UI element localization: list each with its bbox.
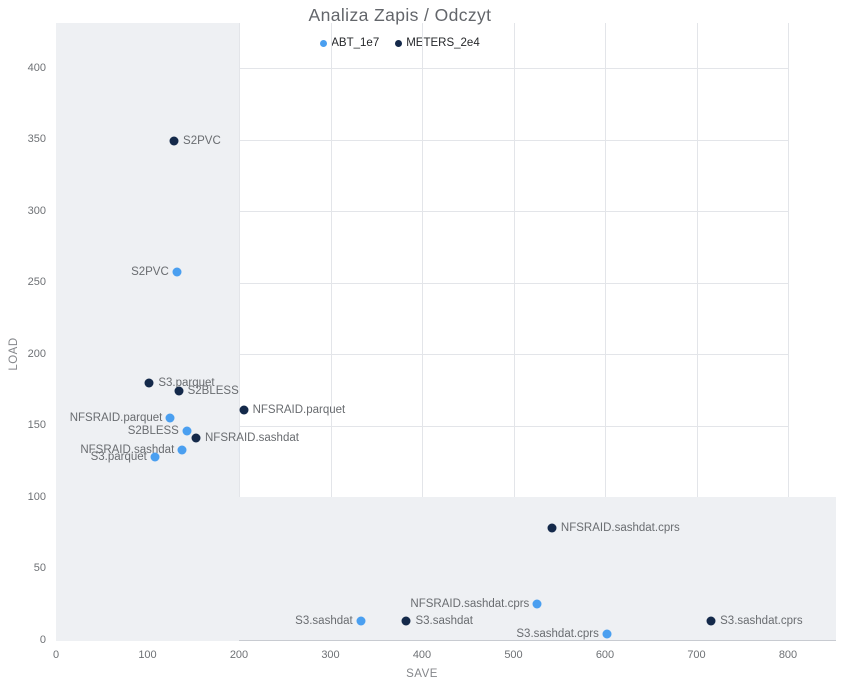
legend-item-abt_1e7[interactable]: ABT_1e7	[320, 37, 379, 49]
point-label: NFSRAID.sashdat.cprs	[560, 522, 680, 535]
data-point[interactable]	[191, 433, 201, 443]
gridline	[239, 23, 240, 640]
x-tick-label: 400	[412, 649, 432, 661]
point-label: S2BLESS	[127, 425, 179, 438]
point-label: S3.sashdat.cprs	[720, 615, 803, 628]
y-tick-label: 150	[27, 419, 46, 431]
gridline	[605, 23, 606, 640]
data-point[interactable]	[547, 523, 557, 533]
point-label: S3.sashdat	[295, 615, 353, 628]
x-axis-line	[56, 640, 836, 641]
data-point[interactable]	[172, 267, 182, 277]
point-label: S3.parquet	[158, 376, 215, 389]
point-label: S2PVC	[131, 266, 169, 279]
data-point[interactable]	[401, 616, 411, 626]
y-tick-label: 250	[27, 276, 46, 288]
x-tick-label: 100	[138, 649, 157, 661]
data-point[interactable]	[239, 405, 249, 415]
data-point[interactable]	[706, 616, 716, 626]
x-tick-label: 800	[778, 649, 798, 661]
y-tick-label: 400	[27, 61, 46, 74]
gridline	[514, 23, 515, 640]
x-tick-label: 200	[229, 649, 249, 661]
chart-legend: ABT_1e7 METERS_2e4	[0, 37, 800, 49]
legend-marker-icon	[320, 39, 328, 47]
gridline	[788, 23, 789, 640]
y-tick-label: 50	[33, 562, 46, 574]
data-point[interactable]	[532, 599, 542, 609]
x-tick-label: 300	[321, 649, 340, 661]
data-point[interactable]	[182, 426, 192, 436]
y-tick-label: 350	[27, 133, 46, 145]
legend-label: ABT_1e7	[331, 37, 380, 49]
point-label: NFSRAID.sashdat	[204, 432, 299, 445]
data-point[interactable]	[356, 616, 366, 626]
point-label: S3.parquet	[90, 450, 147, 463]
data-point[interactable]	[174, 386, 184, 396]
x-tick-label: 0	[52, 649, 60, 661]
gridline	[331, 23, 332, 640]
x-tick-label: 600	[595, 649, 615, 661]
shaded-region	[56, 23, 239, 641]
y-tick-label: 200	[27, 347, 46, 360]
point-label: S3.sashdat	[415, 615, 473, 628]
legend-item-meters_2e4[interactable]: METERS_2e4	[395, 37, 480, 49]
point-label: S2BLESS	[187, 385, 239, 398]
gridline	[697, 23, 698, 640]
x-tick-label: 700	[687, 649, 706, 661]
point-label: NFSRAID.parquet	[69, 412, 163, 425]
legend-label: METERS_2e4	[406, 37, 480, 49]
x-axis-title: SAVE	[406, 668, 438, 680]
data-point[interactable]	[144, 378, 154, 388]
chart-title: Analiza Zapis / Odczyt	[308, 5, 492, 25]
data-point[interactable]	[177, 445, 187, 455]
point-label: S2PVC	[183, 134, 221, 147]
y-tick-label: 300	[27, 204, 46, 217]
data-point[interactable]	[602, 629, 612, 639]
x-tick-label: 500	[504, 649, 523, 661]
data-point[interactable]	[169, 136, 179, 146]
y-tick-label: 100	[27, 490, 46, 503]
y-tick-label: 0	[39, 633, 46, 646]
gridline	[422, 23, 423, 640]
data-point[interactable]	[165, 413, 175, 423]
y-axis-title: LOAD	[8, 337, 20, 371]
legend-marker-icon	[395, 39, 403, 47]
data-point[interactable]	[150, 452, 160, 462]
point-label: NFSRAID.sashdat.cprs	[410, 598, 530, 611]
point-label: NFSRAID.parquet	[252, 403, 346, 416]
point-label: NFSRAID.sashdat	[80, 443, 175, 456]
point-label: S3.sashdat.cprs	[516, 628, 599, 641]
